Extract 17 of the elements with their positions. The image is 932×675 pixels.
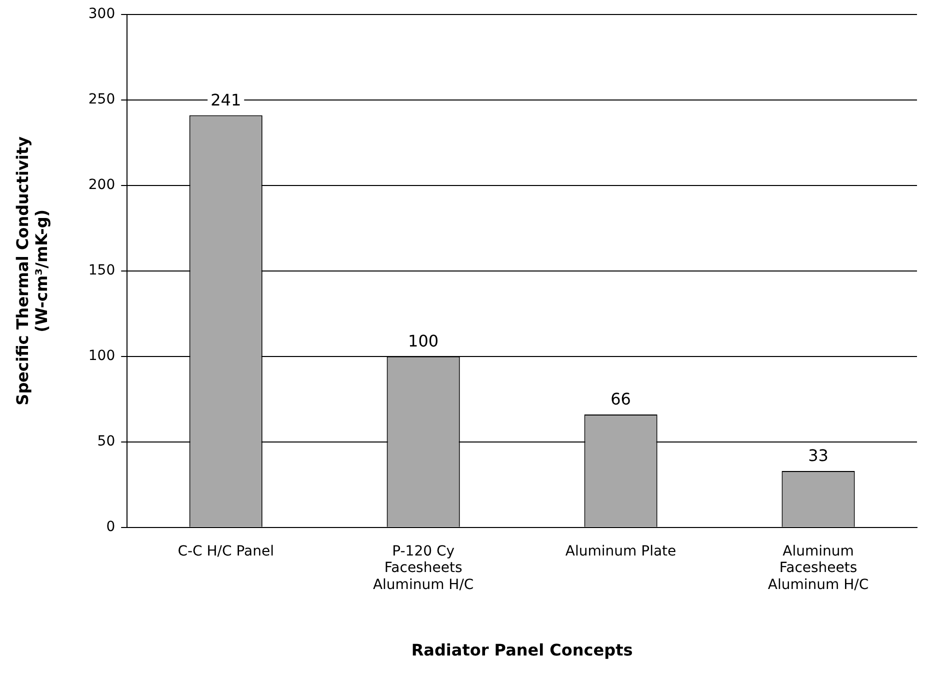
data-label: 100 [408, 332, 439, 351]
data-label: 33 [808, 446, 828, 466]
y-tick-label: 0 [106, 519, 116, 536]
x-axis-title: Radiator Panel Concepts [411, 640, 633, 660]
y-tick-label: 200 [88, 177, 116, 194]
x-tick-label: Aluminum Plate [565, 543, 676, 560]
data-label: 241 [210, 90, 242, 110]
y-tick-label: 150 [88, 262, 116, 279]
y-tick-label: 250 [88, 92, 116, 108]
data-label: 66 [610, 390, 631, 409]
x-tick-label: P-120 Cy Facesheets Aluminum H/C [372, 543, 474, 594]
y-tick-label: 100 [88, 348, 116, 364]
y-tick-label: 50 [97, 434, 116, 450]
y-axis-title: Specific Thermal Conductivity (W-cm³/mK-g) [12, 136, 51, 406]
x-tick-label: Aluminum Facesheets Aluminum H/C [768, 543, 869, 594]
y-tick-label: 300 [88, 6, 116, 22]
x-tick-label: C-C H/C Panel [178, 543, 274, 560]
